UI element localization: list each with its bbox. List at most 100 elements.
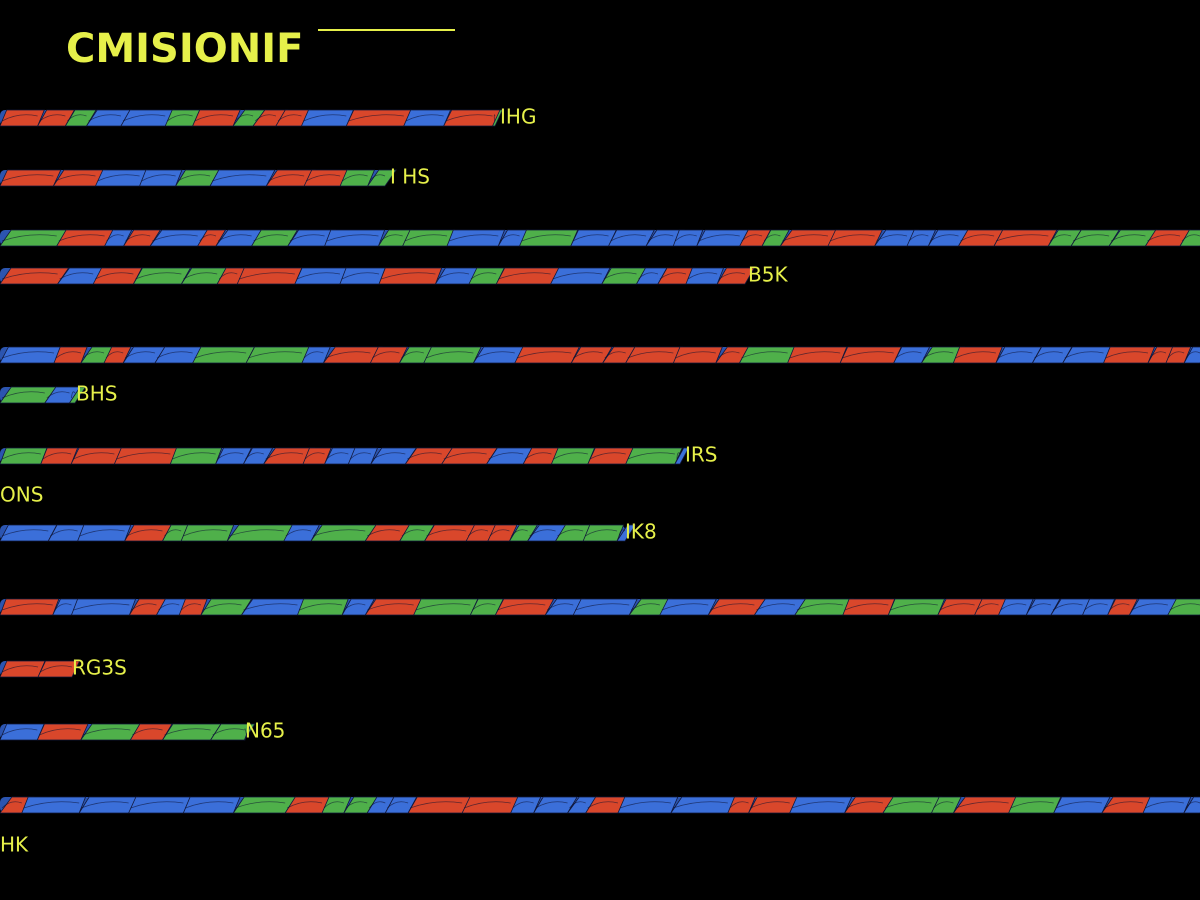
rope-twist (254, 114, 277, 122)
rope-twist (425, 351, 474, 359)
rope-twist (95, 272, 134, 280)
rope-twist (73, 603, 130, 611)
rope (0, 660, 81, 678)
rope (0, 524, 637, 542)
rope (0, 723, 256, 741)
rope-twist (1147, 234, 1181, 242)
rope-twist (415, 603, 471, 611)
rope-twist (67, 114, 87, 122)
rope-segment (659, 598, 717, 616)
rope-twist (183, 272, 218, 280)
rope-twist (1, 801, 22, 809)
rope-twist (553, 452, 588, 460)
rope-twist (638, 272, 659, 280)
rope-segment (893, 346, 931, 364)
rope-segment (300, 109, 354, 127)
rope-twist (511, 529, 528, 537)
rope-twist (1055, 801, 1102, 809)
rope-twist (782, 234, 829, 242)
rope-segment (727, 796, 756, 814)
rope-segment (209, 169, 276, 187)
bar-label: BHS (76, 382, 117, 406)
rope-twist (409, 801, 463, 809)
rope-segment (413, 598, 479, 616)
rope-twist (323, 801, 344, 809)
bar-label: IK8 (625, 520, 657, 544)
rope-twist (627, 351, 674, 359)
rope-segment (1007, 796, 1062, 814)
rope-twist (1072, 234, 1110, 242)
rope-twist (235, 801, 286, 809)
rope-segment (200, 598, 253, 616)
rope-twist (763, 234, 781, 242)
rope-segment (103, 346, 132, 364)
rope-twist (185, 801, 234, 809)
rope-twist (131, 603, 157, 611)
rope-twist (122, 114, 166, 122)
rope-twist (475, 351, 515, 359)
rope-twist (245, 452, 264, 460)
rope-segment (301, 346, 331, 364)
rope-twist (750, 801, 790, 809)
rope-twist (467, 529, 489, 537)
rope-segment (378, 267, 443, 285)
rope-twist (39, 665, 73, 673)
rope-twist (135, 272, 182, 280)
rope-segment (1167, 598, 1200, 616)
rope-twist (647, 234, 674, 242)
rope-segment (789, 796, 853, 814)
rope-twist (124, 351, 156, 359)
rope-twist (194, 114, 234, 122)
rope-twist (164, 529, 182, 537)
rope-twist (529, 529, 556, 537)
rope-segment (1183, 346, 1200, 364)
rope-twist (997, 351, 1033, 359)
rope-segment (442, 109, 502, 127)
rope-twist (164, 728, 211, 736)
rope-segment (182, 796, 241, 814)
rope-twist (1181, 234, 1200, 242)
rope-twist (348, 114, 404, 122)
rope-twist (268, 174, 305, 182)
rope-twist (884, 801, 932, 809)
rope-segment (0, 346, 64, 364)
rope-twist (369, 174, 386, 182)
rope-twist (368, 801, 386, 809)
rope-twist (350, 452, 371, 460)
rope-twist (1, 272, 58, 280)
rope-twist (50, 529, 78, 537)
rope-segment (570, 229, 617, 247)
rope-segment (1081, 598, 1116, 616)
rope-twist (445, 114, 493, 122)
rope-segment (242, 447, 274, 465)
rope-segment (302, 447, 332, 465)
rope-segment (587, 447, 634, 465)
rope-segment (570, 346, 613, 364)
rope-twist (81, 801, 129, 809)
rope-twist (718, 272, 746, 280)
rope-segment (68, 386, 87, 404)
bar-label: HK (0, 833, 29, 857)
rope-twist (575, 603, 630, 611)
rope-segment (214, 447, 253, 465)
rope-twist (97, 174, 140, 182)
rope-twist (211, 174, 267, 182)
rope-twist (844, 603, 889, 611)
rope-segment (1053, 796, 1111, 814)
bar-label: N65 (245, 719, 285, 743)
rope-segment (178, 598, 208, 616)
rope-twist (380, 272, 436, 280)
rope-segment (77, 524, 132, 542)
bar-label: IRS (685, 443, 718, 467)
rope-twist (82, 728, 131, 736)
rope-twist (1, 728, 38, 736)
bar-label: I HS (390, 165, 430, 189)
rope-twist (426, 529, 467, 537)
rope-twist (58, 234, 105, 242)
rope-twist (326, 234, 379, 242)
rope-twist (1131, 603, 1168, 611)
rope-twist (345, 801, 368, 809)
rope-segment (549, 267, 611, 285)
rope-segment (887, 598, 946, 616)
rope-segment (0, 660, 46, 678)
